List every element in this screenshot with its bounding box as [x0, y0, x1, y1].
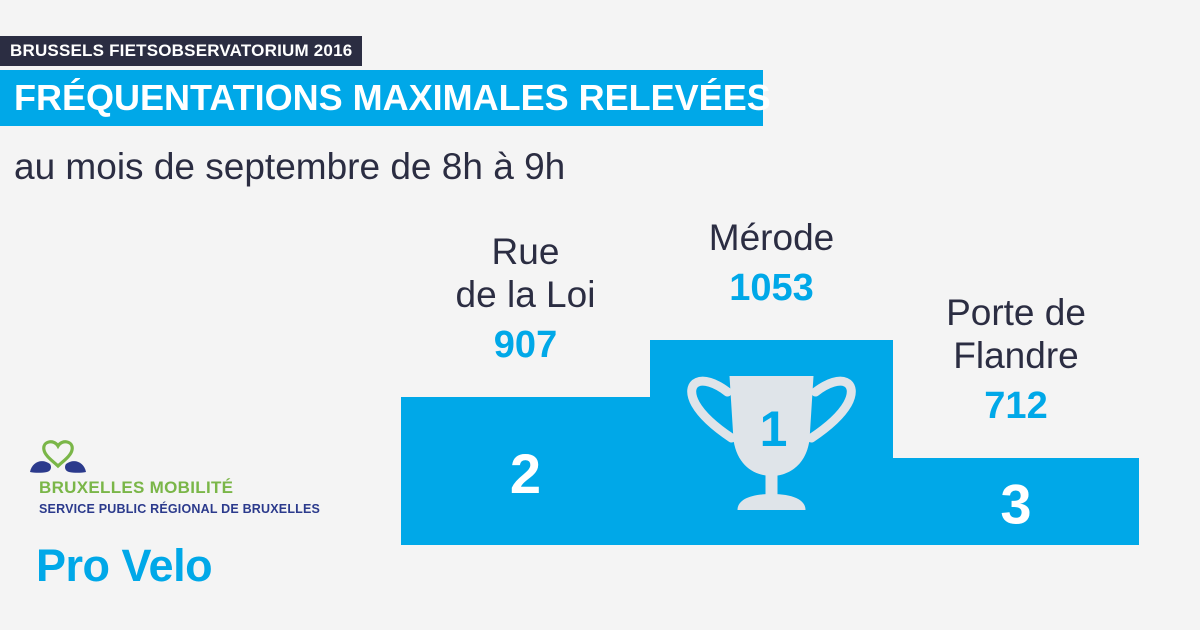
brand-service: SERVICE PUBLIC RÉGIONAL DE BRUXELLES — [39, 502, 321, 516]
value-label: 907 — [494, 324, 557, 366]
page-title: FRÉQUENTATIONS MAXIMALES RELEVÉES — [0, 70, 771, 126]
value-label: 1053 — [729, 267, 814, 309]
category-label: Flandre — [953, 335, 1078, 376]
rank-label: 2 — [510, 442, 541, 505]
trophy-icon: 1 — [687, 376, 856, 510]
podium-bar-3 — [893, 458, 1139, 545]
page-subtitle: au mois de septembre de 8h à 9h — [14, 146, 566, 187]
heart-drop-icon — [30, 440, 86, 473]
value-label: 712 — [984, 385, 1047, 427]
rank-label: 3 — [1000, 473, 1031, 536]
trophy-handle-right — [807, 376, 856, 443]
trophy-handle-left — [687, 376, 736, 443]
rank-label: 1 — [760, 401, 788, 457]
trophy-cup — [729, 376, 814, 476]
podium-bar-2 — [401, 397, 651, 545]
category-label: de la Loi — [456, 274, 596, 315]
category-label: Rue — [492, 231, 560, 272]
header-tag: BRUSSELS FIETSOBSERVATORIUM 2016 — [0, 36, 363, 66]
category-label: Porte de — [946, 292, 1086, 333]
partner-logo: Pro Velo — [36, 540, 213, 591]
category-label: Mérode — [709, 217, 834, 258]
trophy-stem — [765, 474, 778, 496]
trophy-base — [737, 494, 806, 510]
brand-name: BRUXELLES MOBILITÉ — [39, 478, 234, 497]
